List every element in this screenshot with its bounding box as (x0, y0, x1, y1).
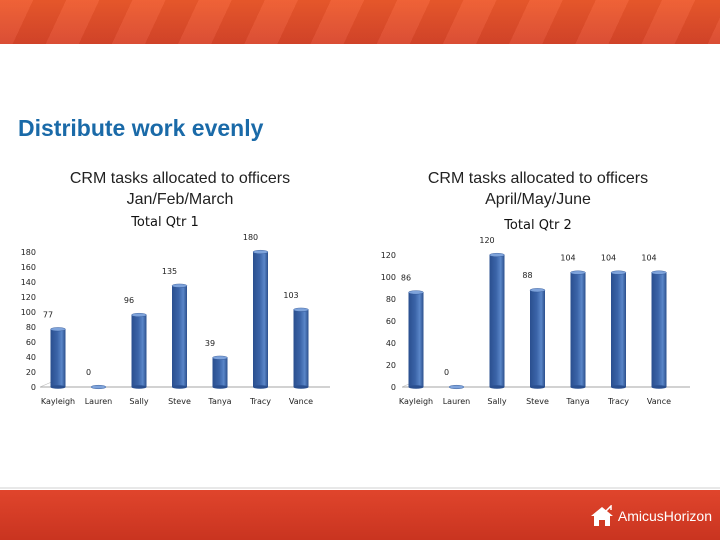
bar-cap-sally (489, 252, 505, 257)
chart1-total-qtr1: 0 20 40 60 80 100 120 140 160 180 77 Kayleigh 0 Laure… (21, 233, 330, 406)
logo-text: AmicusHorizon (617, 508, 712, 524)
amicus-horizon-logo: AmicusHorizon (589, 505, 712, 527)
x-tick-label: Steve (526, 397, 549, 406)
x-tick-label: Sally (129, 397, 148, 406)
y-tick-label: 100 (381, 273, 396, 282)
bar-base-kayleigh (408, 385, 424, 389)
x-tick-label: Kayleigh (41, 397, 75, 406)
bar-cap-tanya (570, 270, 586, 275)
bar-cap-kayleigh (408, 290, 424, 295)
chart1-heading-line1: CRM tasks allocated to officers (69, 170, 291, 187)
y-tick-label: 80 (26, 323, 36, 332)
bar-base-tanya (570, 385, 586, 389)
bar-cap-kayleigh (50, 327, 66, 332)
chart2-heading-line2: April/May/June (485, 191, 591, 208)
x-tick-label: Tanya (565, 397, 589, 406)
y-tick-label: 100 (21, 308, 36, 317)
bar-kayleigh (408, 292, 424, 387)
y-tick-label: 120 (381, 251, 396, 260)
y-tick-label: 0 (31, 383, 36, 392)
y-tick-label: 40 (386, 339, 396, 348)
bar-cap-sally (131, 313, 147, 318)
bar-base-sally (489, 385, 505, 389)
bar-steve (172, 285, 187, 387)
data-label-sally: 96 (124, 296, 134, 305)
x-tick-label: Kayleigh (399, 397, 433, 406)
bar-vance (293, 309, 309, 387)
y-tick-label: 40 (26, 353, 36, 362)
bar-cap-vance (651, 270, 667, 275)
bar-cap-lauren (90, 385, 107, 390)
y-tick-label: 180 (21, 248, 36, 257)
y-tick-label: 0 (391, 383, 396, 392)
x-tick-label: Lauren (443, 397, 471, 406)
bar-base-sally (131, 385, 147, 389)
chart2-heading-line1: CRM tasks allocated to officers (427, 170, 649, 187)
x-tick-label: Lauren (85, 397, 113, 406)
bar-vance (651, 272, 667, 387)
x-tick-label: Steve (168, 397, 191, 406)
bar-tanya (570, 272, 586, 387)
y-tick-label: 60 (386, 317, 396, 326)
bar-cap-tanya (212, 355, 228, 360)
y-tick-label: 20 (386, 361, 396, 370)
x-tick-label: Tracy (249, 397, 271, 406)
x-tick-label: Sally (487, 397, 506, 406)
data-label-lauren: 0 (86, 368, 91, 377)
data-label-steve: 88 (522, 271, 532, 280)
footer-divider (0, 487, 720, 489)
bar-tracy (253, 252, 268, 387)
y-tick-label: 160 (21, 263, 36, 272)
data-label-vance: 104 (641, 254, 656, 263)
bar-sally (131, 315, 147, 387)
data-label-kayleigh: 86 (401, 273, 411, 282)
x-tick-label: Vance (647, 397, 671, 406)
data-label-tanya: 104 (560, 254, 575, 263)
bar-base-tracy (253, 385, 268, 389)
bar-base-steve (172, 385, 187, 389)
bar-base-tanya (212, 385, 228, 389)
bar-tanya (212, 357, 228, 387)
chart2-total-qtr2: 02040608010012086Kayleigh0Lauren120Sally… (381, 236, 690, 406)
chart1-heading: CRM tasks allocated to officers Jan/Feb/… (30, 168, 330, 210)
bar-base-vance (651, 385, 667, 389)
slide-title: Distribute work evenly (18, 115, 264, 141)
bar-base-tracy (611, 385, 626, 389)
bar-kayleigh (50, 329, 66, 387)
bar-sally (489, 255, 505, 387)
bar-cap-tracy (610, 270, 627, 275)
bar-cap-steve (171, 283, 188, 288)
bar-tracy (611, 272, 626, 387)
bar-cap-tracy (252, 249, 269, 254)
bar-cap-vance (293, 307, 309, 312)
bar-base-vance (293, 385, 309, 389)
chart1-title: Total Qtr 1 (131, 215, 199, 230)
bar-cap-lauren (448, 385, 465, 390)
bar-base-kayleigh (50, 385, 66, 389)
data-label-kayleigh: 77 (43, 310, 53, 319)
data-label-tracy: 104 (601, 254, 616, 263)
y-tick-label: 20 (26, 368, 36, 377)
data-label-tracy: 180 (243, 233, 258, 242)
data-label-sally: 120 (479, 236, 494, 245)
data-label-steve: 135 (162, 267, 177, 276)
x-tick-label: Tracy (607, 397, 629, 406)
data-label-vance: 103 (283, 291, 298, 300)
x-tick-label: Vance (289, 397, 313, 406)
y-tick-label: 140 (21, 278, 36, 287)
y-tick-label: 60 (26, 338, 36, 347)
top-banner (0, 0, 720, 44)
chart2-heading: CRM tasks allocated to officers April/Ma… (388, 168, 688, 210)
data-label-lauren: 0 (444, 368, 449, 377)
chart1-heading-line2: Jan/Feb/March (126, 191, 234, 208)
y-tick-label: 80 (386, 295, 396, 304)
data-label-tanya: 39 (205, 339, 215, 348)
bar-cap-steve (529, 288, 546, 293)
chart2-title: Total Qtr 2 (504, 218, 572, 233)
bar-base-steve (530, 385, 545, 389)
y-tick-label: 120 (21, 293, 36, 302)
x-tick-label: Tanya (207, 397, 231, 406)
bar-steve (530, 290, 545, 387)
house-icon (590, 505, 613, 526)
